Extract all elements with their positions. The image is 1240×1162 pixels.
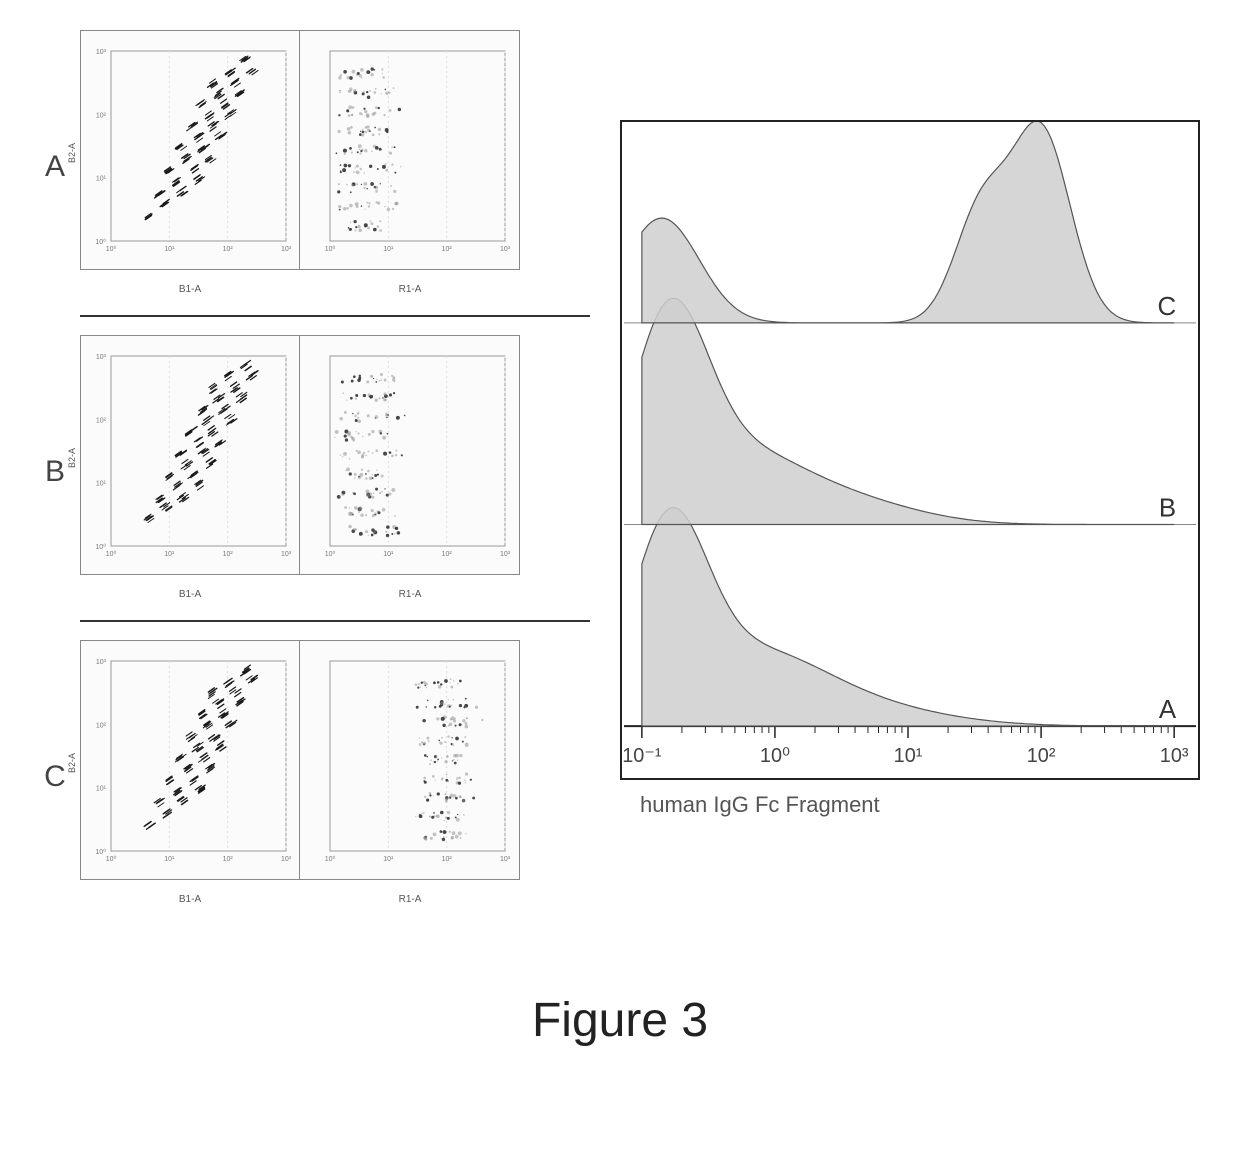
svg-text:10⁰: 10⁰ xyxy=(95,238,106,246)
histogram-row-label-b: B xyxy=(1159,495,1176,523)
histogram-row-label-c: C xyxy=(1157,293,1176,321)
svg-text:10²: 10² xyxy=(96,722,107,729)
svg-text:10³: 10³ xyxy=(96,659,107,666)
left-column: A10⁰10¹10²10³10⁰10¹10²10³B2-AB1-A10⁰10¹1… xyxy=(30,30,590,913)
svg-text:10¹: 10¹ xyxy=(164,551,175,558)
xlabel-r1a: R1-A xyxy=(399,589,422,600)
svg-text:10²: 10² xyxy=(223,856,234,863)
svg-text:10⁰: 10⁰ xyxy=(106,245,117,253)
histogram-xlabel: human IgG Fc Fragment xyxy=(640,792,1200,818)
scatter-b1a-a: 10⁰ 10¹ 10² 10³ 10⁰ 10¹ 10² 10³ xyxy=(80,30,300,270)
svg-text:10¹: 10¹ xyxy=(96,176,107,183)
histogram-c xyxy=(642,122,1174,323)
panel-row-c: C10⁰10¹10²10³10⁰10¹10²10³B2-AB1-A10⁰10¹1… xyxy=(30,640,590,913)
panel-row-b: B10⁰10¹10²10³10⁰10¹10²10³B2-AB1-A10⁰10¹1… xyxy=(30,335,590,608)
histogram-stack: 10⁻¹ 10⁰ 10¹ 10² 10³ A B C xyxy=(620,120,1200,780)
xlabel-b1a: B1-A xyxy=(179,589,201,600)
right-column: 10⁻¹ 10⁰ 10¹ 10² 10³ A B C human IgG Fc Fragmen… xyxy=(620,120,1200,818)
svg-text:10⁰: 10⁰ xyxy=(106,550,117,558)
svg-text:10³: 10³ xyxy=(281,856,292,863)
histo-xtick-label: 10² xyxy=(1027,745,1056,767)
svg-text:10¹: 10¹ xyxy=(164,856,175,863)
svg-text:10⁰: 10⁰ xyxy=(325,245,336,253)
svg-text:10³: 10³ xyxy=(281,551,292,558)
ylabel-b2a: B2-A xyxy=(67,447,77,467)
svg-text:10²: 10² xyxy=(442,246,453,253)
ylabel-b2a: B2-A xyxy=(67,142,77,162)
svg-text:10²: 10² xyxy=(223,246,234,253)
svg-text:10²: 10² xyxy=(96,112,107,119)
figure-wrap: A10⁰10¹10²10³10⁰10¹10²10³B2-AB1-A10⁰10¹1… xyxy=(30,30,1210,913)
svg-text:10²: 10² xyxy=(442,856,453,863)
svg-text:10¹: 10¹ xyxy=(96,786,107,793)
svg-text:10²: 10² xyxy=(223,551,234,558)
figure-caption: Figure 3 xyxy=(30,993,1210,1048)
svg-text:10⁰: 10⁰ xyxy=(95,543,106,551)
scatter-b1a-b: 10⁰ 10¹ 10² 10³ 10⁰ 10¹ 10² 10³ xyxy=(80,335,300,575)
svg-text:10³: 10³ xyxy=(500,246,511,253)
svg-text:10¹: 10¹ xyxy=(383,856,394,863)
svg-text:10³: 10³ xyxy=(96,49,107,56)
svg-text:10¹: 10¹ xyxy=(383,551,394,558)
svg-text:10¹: 10¹ xyxy=(383,246,394,253)
histogram-b xyxy=(642,298,1174,524)
panel-row-a: A10⁰10¹10²10³10⁰10¹10²10³B2-AB1-A10⁰10¹1… xyxy=(30,30,590,303)
svg-text:10⁰: 10⁰ xyxy=(95,848,106,856)
ylabel-b2a: B2-A xyxy=(67,752,77,772)
svg-text:10³: 10³ xyxy=(500,551,511,558)
xlabel-r1a: R1-A xyxy=(399,894,422,905)
xlabel-b1a: B1-A xyxy=(179,894,201,905)
svg-text:10²: 10² xyxy=(442,551,453,558)
histo-xtick-label: 10¹ xyxy=(894,745,923,767)
svg-text:10³: 10³ xyxy=(281,246,292,253)
histogram-a xyxy=(642,508,1174,726)
svg-text:10¹: 10¹ xyxy=(96,481,107,488)
xlabel-r1a: R1-A xyxy=(399,284,422,295)
svg-text:10³: 10³ xyxy=(96,354,107,361)
xlabel-b1a: B1-A xyxy=(179,284,201,295)
svg-text:10²: 10² xyxy=(96,417,107,424)
separator-line xyxy=(80,620,590,622)
svg-text:10⁰: 10⁰ xyxy=(325,550,336,558)
histo-xtick-label: 10⁻¹ xyxy=(622,745,662,767)
scatter-r1a-b: 10⁰ 10¹ 10² 10³ xyxy=(300,335,520,575)
histo-xtick-label: 10³ xyxy=(1160,745,1189,767)
histogram-row-label-a: A xyxy=(1159,696,1177,724)
svg-text:10¹: 10¹ xyxy=(164,246,175,253)
scatter-r1a-a: 10⁰ 10¹ 10² 10³ xyxy=(300,30,520,270)
svg-text:10³: 10³ xyxy=(500,856,511,863)
separator-line xyxy=(80,315,590,317)
scatter-r1a-c: 10⁰ 10¹ 10² 10³ xyxy=(300,640,520,880)
histo-xtick-label: 10⁰ xyxy=(760,745,790,767)
svg-text:10⁰: 10⁰ xyxy=(106,855,117,863)
scatter-b1a-c: 10⁰ 10¹ 10² 10³ 10⁰ 10¹ 10² 10³ xyxy=(80,640,300,880)
svg-text:10⁰: 10⁰ xyxy=(325,855,336,863)
